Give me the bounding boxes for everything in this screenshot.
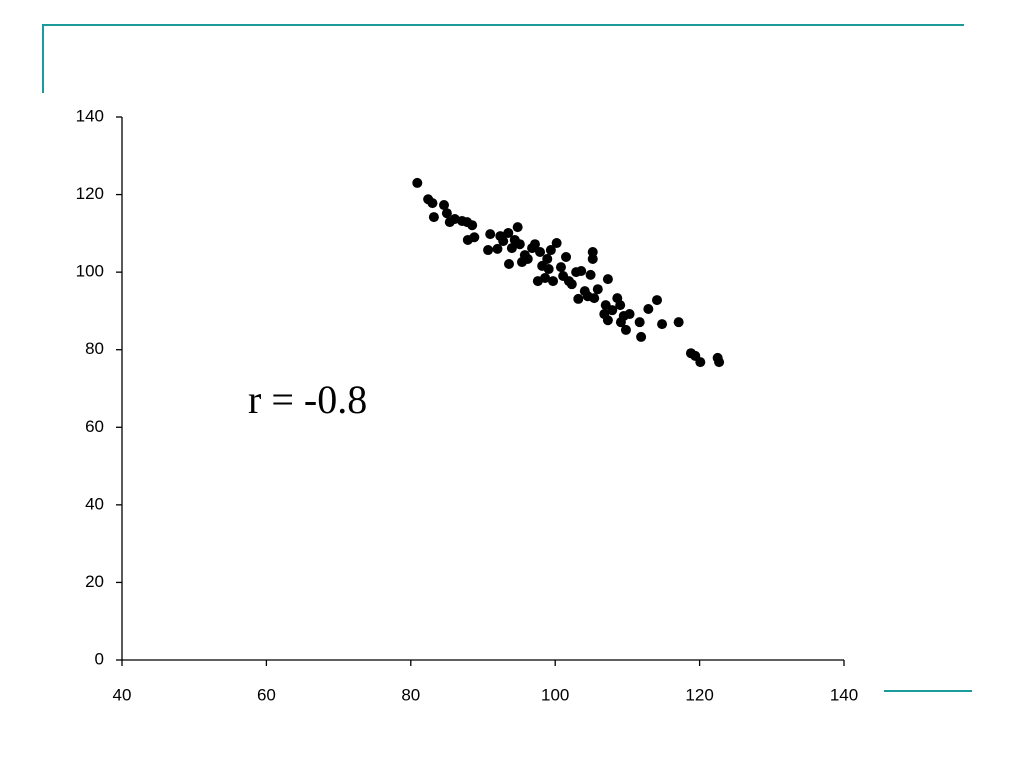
point xyxy=(506,243,517,254)
point xyxy=(643,303,654,314)
point xyxy=(498,236,509,247)
point xyxy=(545,245,556,256)
point xyxy=(428,212,439,223)
point xyxy=(634,317,645,328)
point xyxy=(589,293,600,304)
point xyxy=(576,265,587,276)
point xyxy=(492,243,503,254)
x-tick-label: 40 xyxy=(113,685,132,704)
point xyxy=(624,309,635,320)
point xyxy=(485,229,496,240)
point xyxy=(522,253,533,264)
point xyxy=(439,200,450,211)
y-tick-label: 60 xyxy=(85,417,104,436)
point xyxy=(543,264,554,275)
y-tick-label: 120 xyxy=(76,184,104,203)
y-tick-label: 0 xyxy=(95,649,104,668)
x-tick-label: 140 xyxy=(830,685,858,704)
point xyxy=(585,269,596,280)
y-tick-label: 80 xyxy=(85,339,104,358)
point xyxy=(615,300,626,311)
point xyxy=(652,295,663,306)
x-tick-label: 60 xyxy=(257,685,276,704)
point xyxy=(512,222,523,233)
x-tick-label: 120 xyxy=(685,685,713,704)
point xyxy=(555,262,566,273)
point xyxy=(587,246,598,257)
point xyxy=(573,293,584,304)
point xyxy=(483,245,494,256)
point xyxy=(695,357,706,368)
point xyxy=(714,357,725,368)
point xyxy=(412,177,423,188)
point xyxy=(441,208,452,219)
point xyxy=(602,274,613,285)
point xyxy=(535,246,546,257)
point xyxy=(514,239,525,250)
point xyxy=(503,227,514,238)
point xyxy=(551,238,562,249)
point xyxy=(592,284,603,295)
point xyxy=(566,279,577,290)
point xyxy=(673,317,684,328)
point xyxy=(636,331,647,342)
point xyxy=(469,232,480,243)
x-tick-label: 80 xyxy=(401,685,420,704)
point xyxy=(503,258,514,269)
y-tick-label: 140 xyxy=(76,106,104,125)
point xyxy=(561,252,572,263)
point xyxy=(467,220,478,231)
point xyxy=(548,276,559,287)
point xyxy=(540,272,551,283)
y-tick-label: 40 xyxy=(85,494,104,513)
decoration xyxy=(42,24,972,692)
annotation: r = -0.8 xyxy=(248,377,367,422)
point xyxy=(607,305,618,316)
point xyxy=(529,239,540,250)
x-tick-label: 100 xyxy=(541,685,569,704)
point xyxy=(587,253,598,264)
point xyxy=(542,253,553,264)
y-tick-label: 100 xyxy=(76,262,104,281)
point xyxy=(602,315,613,326)
point xyxy=(657,319,668,330)
y-tick-label: 20 xyxy=(85,572,104,591)
point xyxy=(427,198,438,209)
point xyxy=(620,324,631,335)
